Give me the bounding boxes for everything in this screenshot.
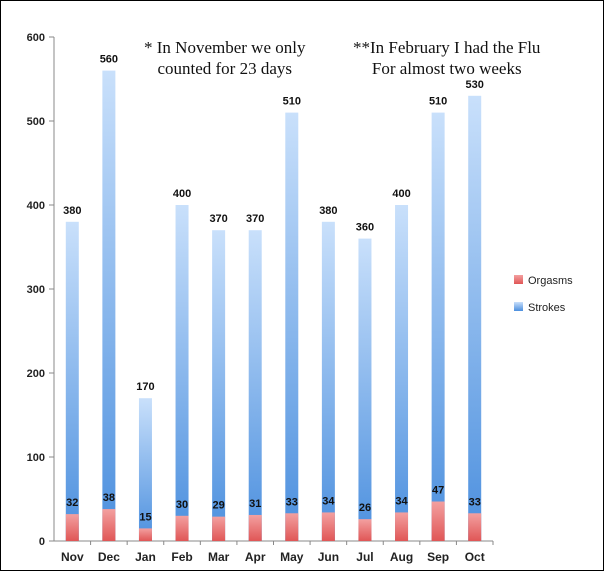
data-label-strokes: 510 <box>283 96 301 108</box>
legend: Orgasms Strokes <box>514 275 573 314</box>
data-label-orgasms: 31 <box>249 498 261 510</box>
bar-orgasms <box>321 512 335 541</box>
bar-orgasms <box>65 514 79 541</box>
bar-orgasms <box>285 513 299 541</box>
bar-strokes <box>212 230 226 541</box>
bar-orgasms <box>395 512 409 541</box>
x-tick-label: Nov <box>61 550 84 564</box>
bar-orgasms <box>248 514 262 541</box>
data-label-orgasms: 34 <box>322 495 335 507</box>
x-tick-label: Aug <box>390 550 413 564</box>
data-label-strokes: 400 <box>392 188 410 200</box>
y-tick-label: 0 <box>39 536 45 548</box>
bar-strokes <box>248 230 262 541</box>
bar-orgasms <box>431 501 445 541</box>
data-label-strokes: 380 <box>63 205 81 217</box>
data-label-orgasms: 15 <box>139 511 151 523</box>
bar-orgasms <box>102 509 116 541</box>
legend-label-strokes: Strokes <box>528 302 566 314</box>
bars <box>65 70 482 542</box>
x-tick-label: Dec <box>98 550 120 564</box>
x-tick-label: Sep <box>427 550 449 564</box>
bar-strokes <box>138 398 152 541</box>
data-label-orgasms: 32 <box>66 497 78 509</box>
bar-strokes <box>468 95 482 542</box>
legend-label-orgasms: Orgasms <box>528 275 573 287</box>
y-tick-label: 500 <box>27 116 45 128</box>
legend-swatch-strokes <box>514 302 523 311</box>
bar-strokes <box>285 112 299 541</box>
data-label-strokes: 170 <box>136 381 154 393</box>
bar-orgasms <box>175 515 189 541</box>
bar-orgasms <box>358 519 372 541</box>
data-label-orgasms: 30 <box>176 499 188 511</box>
data-label-orgasms: 26 <box>359 502 371 514</box>
x-tick-label: Mar <box>208 550 230 564</box>
bar-orgasms <box>138 528 152 541</box>
bar-strokes <box>358 238 372 541</box>
bar-strokes <box>395 205 409 541</box>
data-label-orgasms: 29 <box>213 500 225 512</box>
data-label-strokes: 400 <box>173 188 191 200</box>
bar-orgasms <box>468 513 482 541</box>
data-label-orgasms: 38 <box>103 492 115 504</box>
data-label-strokes: 560 <box>100 54 118 66</box>
bar-strokes <box>102 70 116 541</box>
data-label-orgasms: 33 <box>286 496 298 508</box>
axes: 0 100 200 300 400 500 600 Nov Dec Jan Feb Mar Apr May… <box>27 32 494 564</box>
bar-strokes <box>65 221 79 542</box>
data-label-strokes: 380 <box>319 205 337 217</box>
x-tick-label: Jan <box>135 550 156 564</box>
bar-strokes <box>175 205 189 541</box>
data-label-strokes: 370 <box>209 213 227 225</box>
y-tick-label: 600 <box>27 32 45 44</box>
x-tick-label: Jun <box>318 550 339 564</box>
data-labels: 380 560 170 400 370 370 510 380 360 400 510 530 32 38… <box>63 54 484 524</box>
x-tick-label: Feb <box>171 550 192 564</box>
data-label-strokes: 370 <box>246 213 264 225</box>
legend-swatch-orgasms <box>514 275 523 284</box>
x-tick-label: May <box>280 550 304 564</box>
bar-orgasms <box>212 516 226 541</box>
data-label-strokes: 360 <box>356 222 374 234</box>
y-tick-label: 100 <box>27 452 45 464</box>
bar-strokes <box>321 221 335 542</box>
data-label-strokes: 530 <box>466 79 484 91</box>
data-label-orgasms: 33 <box>469 496 481 508</box>
annotation-november: * In November we only counted for 23 day… <box>144 38 306 78</box>
x-tick-label: Oct <box>465 550 485 564</box>
y-tick-label: 200 <box>27 368 45 380</box>
y-tick-label: 400 <box>27 200 45 212</box>
data-label-strokes: 510 <box>429 96 447 108</box>
data-label-orgasms: 47 <box>432 485 444 497</box>
bar-strokes <box>431 112 445 541</box>
data-label-orgasms: 34 <box>395 495 408 507</box>
x-tick-label: Apr <box>245 550 266 564</box>
y-tick-label: 300 <box>27 284 45 296</box>
x-tick-label: Jul <box>356 550 373 564</box>
annotation-february: **In February I had the Flu For almost t… <box>353 38 541 78</box>
